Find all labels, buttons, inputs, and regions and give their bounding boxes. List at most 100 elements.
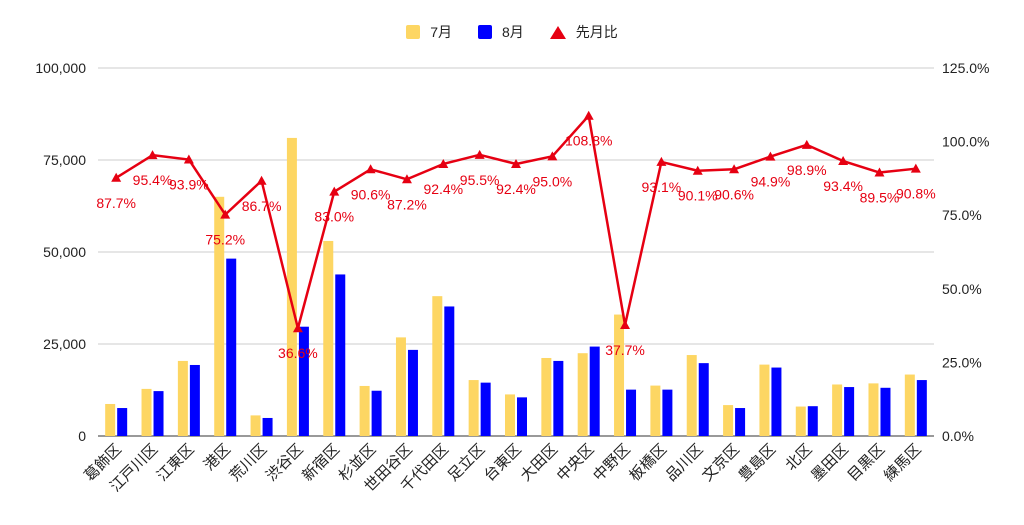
ratio-data-label: 36.6% bbox=[278, 345, 318, 361]
bar-july bbox=[323, 240, 334, 436]
ratio-data-label: 93.1% bbox=[642, 179, 682, 195]
bar-august bbox=[916, 380, 927, 436]
bar-august bbox=[844, 387, 855, 436]
ratio-data-label: 90.8% bbox=[896, 186, 936, 202]
bar-july bbox=[286, 137, 297, 437]
ratio-point bbox=[256, 175, 267, 185]
ratio-point bbox=[583, 110, 594, 120]
bar-july bbox=[359, 385, 370, 436]
x-category-label: 大田区 bbox=[517, 440, 562, 485]
x-category-label: 文京区 bbox=[698, 440, 743, 485]
bar-july bbox=[141, 388, 152, 436]
x-category-label: 中央区 bbox=[553, 440, 598, 485]
x-category-label: 新宿区 bbox=[299, 440, 344, 485]
legend-label-august: 8月 bbox=[502, 24, 524, 40]
legend-swatch-ratio bbox=[549, 25, 566, 39]
bar-august bbox=[589, 346, 600, 436]
ratio-point bbox=[547, 151, 558, 161]
ratio-data-label: 93.9% bbox=[169, 177, 209, 193]
bar-july bbox=[432, 296, 443, 436]
bar-august bbox=[698, 363, 709, 436]
bar-august bbox=[262, 417, 273, 436]
ratio-point bbox=[147, 150, 158, 160]
bar-july bbox=[795, 406, 806, 436]
ratio-point bbox=[801, 139, 812, 149]
ratio-point bbox=[220, 209, 231, 219]
x-category-label: 荒川区 bbox=[226, 440, 271, 485]
ratio-point bbox=[692, 165, 703, 175]
ratio-point bbox=[511, 158, 521, 168]
y-right-tick-label: 125.0% bbox=[942, 60, 989, 76]
ratio-data-label: 92.4% bbox=[423, 181, 463, 197]
ratio-point bbox=[401, 174, 412, 184]
ratio-data-label: 108.8% bbox=[565, 133, 612, 149]
x-category-label: 板橋区 bbox=[626, 440, 671, 485]
bar-august bbox=[153, 391, 164, 436]
bar-august bbox=[407, 349, 418, 436]
bar-august bbox=[771, 367, 782, 436]
ratio-data-label: 92.4% bbox=[496, 181, 536, 197]
x-category-label: 江東区 bbox=[153, 440, 198, 485]
y-right-tick-label: 75.0% bbox=[942, 207, 982, 223]
bar-july bbox=[904, 374, 915, 436]
ratio-data-label: 75.2% bbox=[205, 232, 245, 248]
ratio-point bbox=[838, 156, 849, 166]
ratio-data-label: 98.9% bbox=[787, 162, 827, 178]
y-left-tick-label: 0 bbox=[78, 428, 86, 444]
legend-item-ratio: 先月比 bbox=[549, 22, 618, 42]
ratio-data-label: 83.0% bbox=[314, 209, 354, 225]
legend-label-july: 7月 bbox=[430, 24, 452, 40]
ratio-data-label: 87.7% bbox=[96, 195, 136, 211]
y-left-tick-label: 75,000 bbox=[43, 152, 86, 168]
bar-august bbox=[117, 408, 128, 436]
bar-august bbox=[735, 408, 746, 436]
bar-august bbox=[807, 406, 818, 436]
bar-july bbox=[250, 415, 261, 436]
ratio-data-label: 95.4% bbox=[133, 172, 173, 188]
ratio-data-label: 86.7% bbox=[242, 198, 282, 214]
bar-august bbox=[298, 326, 309, 436]
bar-august bbox=[662, 389, 673, 436]
bar-july bbox=[541, 357, 552, 436]
bar-july bbox=[686, 355, 697, 436]
x-category-label: 中野区 bbox=[589, 440, 634, 485]
bar-august bbox=[880, 387, 891, 436]
bar-august bbox=[371, 390, 382, 436]
ratio-point bbox=[292, 323, 303, 333]
ratio-data-label: 94.9% bbox=[751, 174, 791, 190]
ratio-point bbox=[183, 154, 194, 164]
bar-july bbox=[395, 337, 406, 436]
bar-july bbox=[214, 196, 225, 436]
legend-label-ratio: 先月比 bbox=[575, 24, 618, 40]
bar-july bbox=[759, 364, 770, 436]
x-category-label: 墨田区 bbox=[807, 440, 852, 485]
y-right-tick-label: 0.0% bbox=[942, 428, 974, 444]
chart-legend: 7月 8月 先月比 bbox=[0, 22, 1024, 42]
bar-august bbox=[226, 258, 237, 436]
bar-august bbox=[553, 360, 564, 436]
bar-july bbox=[650, 385, 661, 436]
ratio-data-label: 95.0% bbox=[532, 173, 572, 189]
bar-august bbox=[444, 306, 455, 436]
bar-august bbox=[626, 389, 637, 436]
ratio-data-label: 37.7% bbox=[605, 342, 645, 358]
ratio-point bbox=[620, 320, 631, 330]
y-right-tick-label: 25.0% bbox=[942, 354, 982, 370]
y-left-tick-label: 25,000 bbox=[43, 336, 86, 352]
bar-july bbox=[614, 314, 625, 436]
y-right-tick-label: 50.0% bbox=[942, 281, 982, 297]
legend-swatch-august bbox=[478, 25, 492, 39]
ratio-point bbox=[111, 172, 122, 182]
bar-july bbox=[577, 353, 588, 436]
ratio-point bbox=[765, 151, 776, 161]
bar-july bbox=[505, 394, 515, 436]
ratio-point bbox=[656, 156, 667, 166]
ratio-data-label: 90.6% bbox=[714, 186, 754, 202]
ratio-data-label: 89.5% bbox=[860, 190, 900, 206]
bar-july bbox=[468, 380, 479, 436]
bar-august bbox=[335, 274, 346, 436]
ratio-data-label: 95.5% bbox=[460, 172, 500, 188]
bar-july bbox=[105, 403, 116, 436]
x-category-label: 目黒区 bbox=[844, 440, 889, 485]
